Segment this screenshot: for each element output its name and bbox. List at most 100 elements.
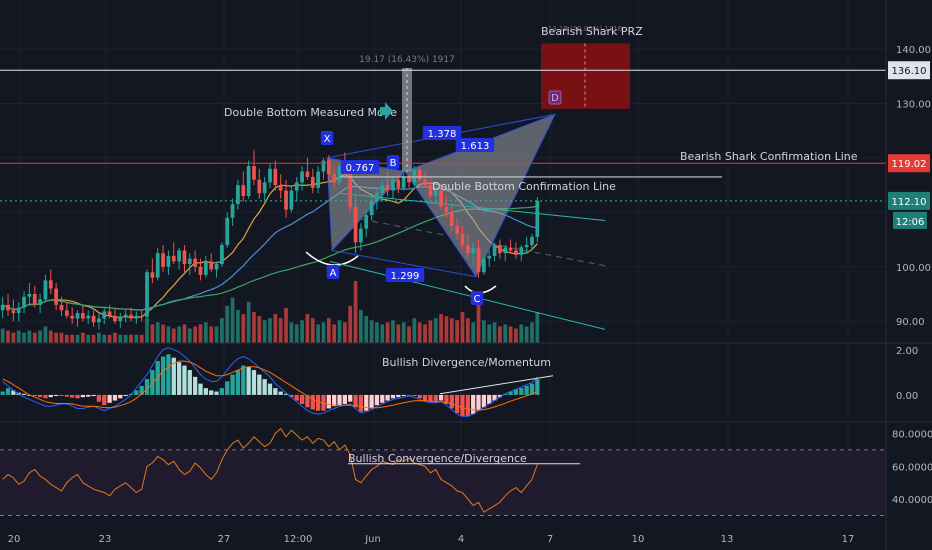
volume-bar <box>278 318 283 343</box>
macd-histogram-bar <box>80 394 86 398</box>
macd-tick-label: 0.00 <box>896 391 918 402</box>
point-a-label: A <box>330 268 337 279</box>
candle-body <box>385 185 390 191</box>
time-tick-label: 12:00 <box>284 534 313 545</box>
macd-histogram-bar <box>155 361 160 395</box>
volume-bars <box>0 281 540 343</box>
macd-histogram-bar <box>406 394 412 396</box>
channel-lower-line <box>329 260 606 330</box>
macd-histogram-bar <box>21 393 27 395</box>
volume-bar <box>369 320 374 343</box>
candle-body <box>337 166 342 183</box>
rsi-band <box>0 449 886 516</box>
candle-body <box>332 174 337 183</box>
volume-bar <box>337 320 342 343</box>
candle-body <box>155 253 160 278</box>
point-b-label-bg <box>386 155 400 169</box>
volume-bar <box>412 318 417 343</box>
volume-bar <box>171 328 176 343</box>
macd-histogram-bar <box>166 354 171 395</box>
macd-histogram-bar <box>214 391 219 395</box>
candle-body <box>48 280 53 289</box>
macd-histogram-bar <box>278 391 283 395</box>
macd-histogram-bar <box>86 394 91 397</box>
volume-bar <box>481 320 486 343</box>
volume-bar <box>391 320 395 343</box>
candle-body <box>391 179 395 191</box>
macd-histogram-bar <box>449 394 454 409</box>
macd-histogram-bar <box>246 366 251 395</box>
macd-histogram-bar <box>364 394 369 411</box>
macd-histogram-bar <box>43 394 48 399</box>
macd-histogram-bar <box>257 374 262 395</box>
macd-histogram-bar <box>64 394 69 397</box>
macd-histogram-bar <box>96 394 102 402</box>
candle-body <box>86 315 91 319</box>
candle-body <box>439 190 443 207</box>
candle-body <box>107 311 112 316</box>
volume-bar <box>273 314 278 343</box>
macd-histogram-bar <box>326 394 331 409</box>
top-price-tag: 136.10 <box>892 66 927 77</box>
time-tick-label: 13 <box>721 534 734 545</box>
candle-body <box>177 250 181 262</box>
macd-histogram-bar <box>11 390 16 395</box>
volume-bar <box>423 324 427 343</box>
macd-histogram-bar <box>150 370 155 395</box>
macd-histogram-bar <box>513 389 519 395</box>
candle-body <box>118 316 123 322</box>
volume-bar <box>348 305 353 343</box>
time-tick-label: 10 <box>632 534 645 545</box>
macd-histogram-bar <box>235 370 241 395</box>
volume-bar <box>38 330 42 343</box>
macd-histogram-bar <box>433 394 438 402</box>
macd-histogram-bar <box>241 365 246 395</box>
candle-body <box>32 294 37 305</box>
macd-histogram-bar <box>144 379 150 395</box>
ratio-line-ac <box>331 249 477 278</box>
volume-bar <box>27 330 32 343</box>
time-tick-label: 7 <box>547 534 553 545</box>
volume-bar <box>487 324 492 343</box>
confirmation-price-tag-bg <box>888 154 930 173</box>
volume-bar <box>48 330 53 343</box>
macd-histogram-bar <box>289 394 294 398</box>
volume-bar <box>380 324 385 343</box>
candle-body <box>471 247 476 254</box>
macd-histogram-bar <box>348 394 353 402</box>
candle-body <box>0 304 5 311</box>
macd-histogram-bar <box>412 394 417 397</box>
candle-body <box>455 225 459 235</box>
candle-body <box>16 307 21 314</box>
macd-histogram-bar <box>401 394 406 397</box>
rsi-tick-label: 80.0000 <box>892 429 932 440</box>
volume-bar <box>129 334 133 343</box>
volume-bar <box>252 312 256 343</box>
candle-body <box>64 310 69 316</box>
candle-body <box>476 247 481 273</box>
macd-histogram-bar <box>492 394 497 401</box>
macd-histogram-bar <box>230 374 235 395</box>
volume-bar <box>91 334 96 343</box>
pattern-labels: X A B C 0.767 1.378 1.613 1.299 D <box>320 90 562 305</box>
volume-bar <box>22 332 26 343</box>
time-tick-label: 17 <box>842 534 855 545</box>
candle-body <box>417 169 422 180</box>
candle-body <box>289 190 294 210</box>
volume-bar <box>134 334 139 343</box>
candle-body <box>321 160 326 172</box>
candle-body <box>396 179 401 188</box>
volume-bar <box>508 326 513 343</box>
volume-bar <box>32 332 37 343</box>
macd-histogram-bar <box>75 394 80 399</box>
candle-body <box>171 255 176 262</box>
macd-histogram-bar <box>465 394 470 417</box>
volume-bar <box>64 334 69 343</box>
volume-bar <box>150 324 155 343</box>
countdown-tag-bg <box>893 211 927 229</box>
candle-body <box>519 247 524 255</box>
macd-histogram-bar <box>198 383 203 395</box>
volume-bar <box>476 301 481 343</box>
price-levels <box>0 69 886 202</box>
volume-bar <box>460 312 465 343</box>
